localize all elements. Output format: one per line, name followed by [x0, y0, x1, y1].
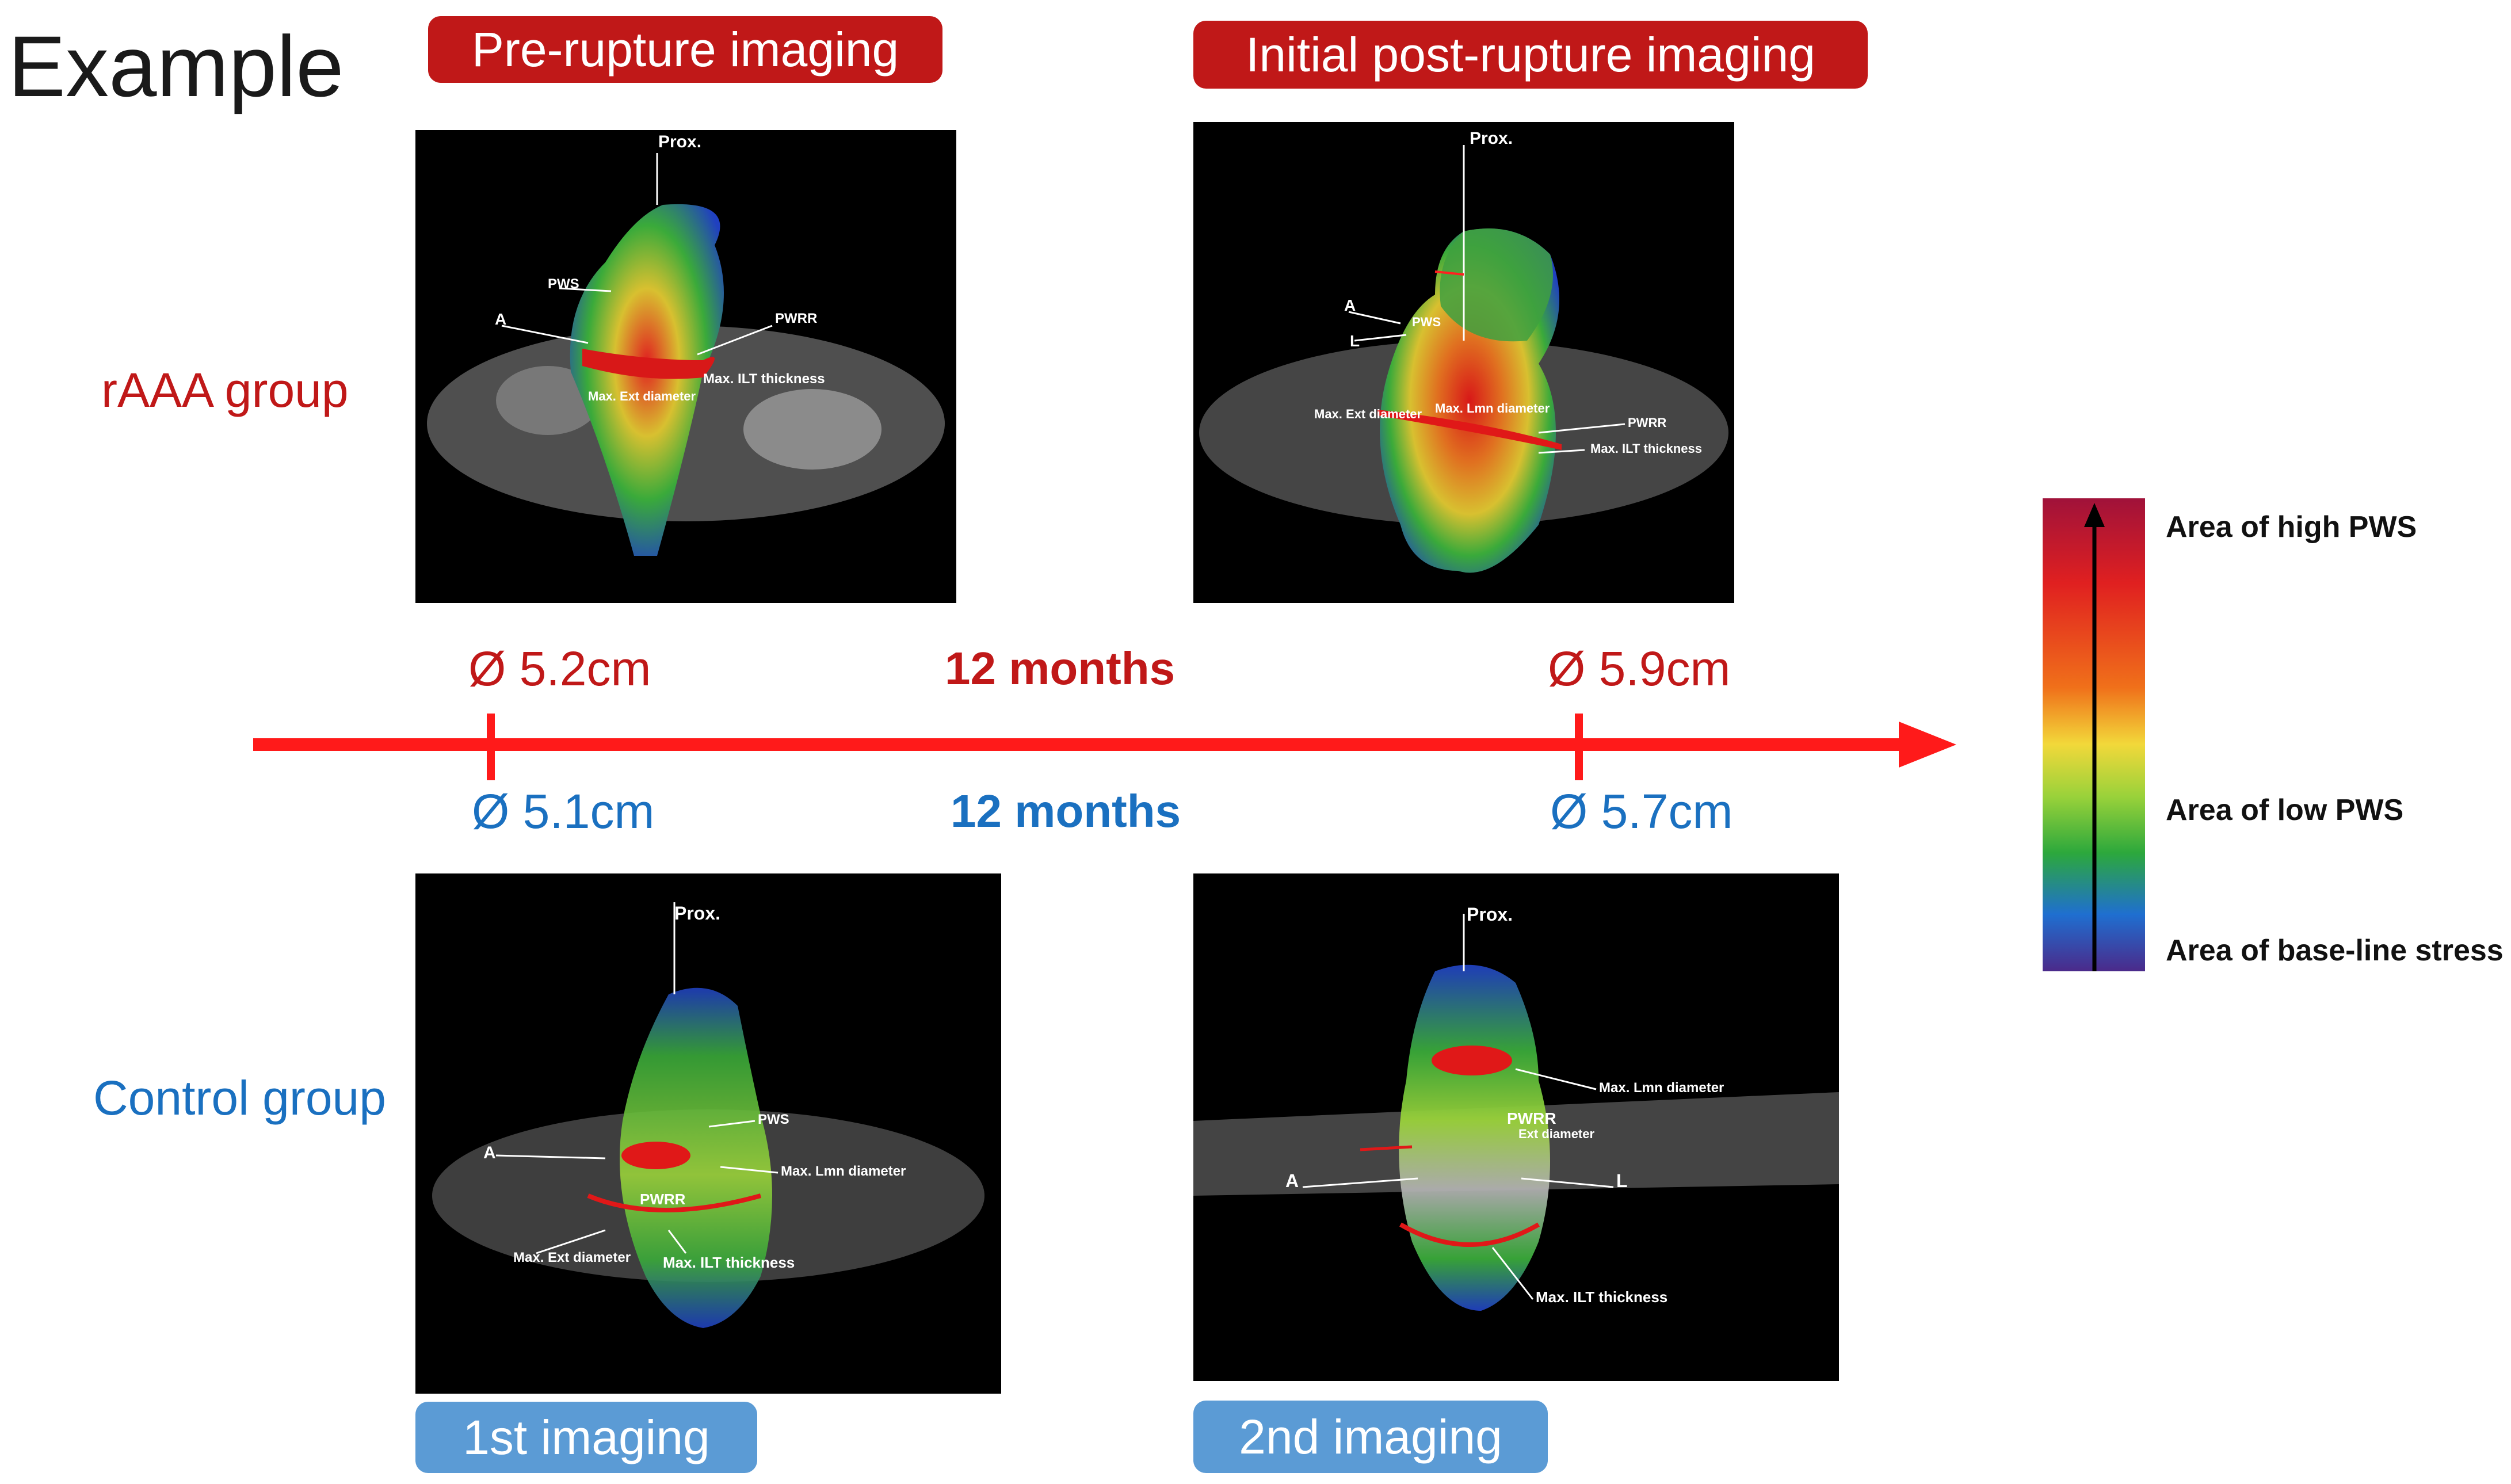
timeline-arrow — [253, 714, 1956, 780]
prox-label: Prox. — [658, 132, 701, 151]
pws-label: PWS — [548, 276, 579, 292]
control-second-diameter: Ø 5.7cm — [1550, 784, 1733, 838]
ilt-label: Max. ILT thickness — [1590, 441, 1702, 456]
post-rupture-badge: Initial post-rupture imaging — [1193, 21, 1868, 89]
raaa-interval: 12 months — [945, 643, 1176, 694]
a-label: A — [495, 310, 506, 328]
control-second-scan: Prox. Max. Lmn diameter PWRR Ext diamete… — [1193, 904, 1839, 1311]
ext-label: Max. Ext diameter — [588, 389, 696, 403]
pws-label: PWS — [1412, 315, 1441, 329]
pre-rupture-scan: Prox. PWS A PWRR Max. ILT thickness Max.… — [427, 132, 945, 556]
control-group-label: Control group — [93, 1071, 386, 1125]
second-imaging-badge: 2nd imaging — [1193, 1401, 1548, 1473]
prox-label: Prox. — [1470, 129, 1513, 148]
pwrr-label: PWRR — [775, 311, 817, 326]
ilt-label: Max. ILT thickness — [1536, 1288, 1667, 1306]
pws-label: PWS — [758, 1112, 789, 1127]
ext-label: Max. Ext diameter — [1314, 407, 1422, 421]
control-first-scan: Prox. PWS A Max. Lmn diameter PWRR Max. … — [432, 902, 984, 1328]
l-label: L — [1616, 1170, 1628, 1191]
a-label: A — [1285, 1170, 1299, 1191]
post-rupture-scan-panel: Prox. A L PWS Max. Ext diameter Max. Lmn… — [1193, 122, 1734, 603]
ext-label: Ext diameter — [1518, 1127, 1594, 1141]
ilt-label: Max. ILT thickness — [703, 371, 825, 387]
pre-rupture-scan-panel: Prox. PWS A PWRR Max. ILT thickness Max.… — [415, 130, 956, 603]
pwrr-label: PWRR — [1507, 1109, 1556, 1127]
raaa-second-diameter: Ø 5.9cm — [1548, 642, 1731, 696]
prox-label: Prox. — [674, 903, 720, 924]
lmn-label: Max. Lmn diameter — [781, 1163, 906, 1179]
a-label: A — [1344, 296, 1356, 314]
ext-label: Max. Ext diameter — [513, 1250, 631, 1265]
scale-label-baseline: Area of base-line stress — [2166, 934, 2504, 967]
control-interval: 12 months — [951, 785, 1181, 837]
prox-label: Prox. — [1467, 904, 1513, 925]
page-title: Example — [8, 18, 344, 115]
pre-rupture-badge: Pre-rupture imaging — [428, 16, 942, 83]
control-first-scan-panel: Prox. PWS A Max. Lmn diameter PWRR Max. … — [415, 873, 1001, 1394]
ilt-label: Max. ILT thickness — [663, 1254, 795, 1271]
post-rupture-scan: Prox. A L PWS Max. Ext diameter Max. Lmn… — [1199, 129, 1728, 573]
lmn-label: Max. Lmn diameter — [1599, 1080, 1724, 1096]
raaa-first-diameter: Ø 5.2cm — [468, 642, 651, 696]
scale-arrow — [2084, 503, 2105, 971]
lmn-label: Max. Lmn diameter — [1435, 401, 1550, 415]
pwrr-label: PWRR — [1628, 415, 1666, 430]
control-first-diameter: Ø 5.1cm — [472, 784, 655, 838]
scale-label-low: Area of low PWS — [2166, 793, 2404, 827]
scale-label-high: Area of high PWS — [2166, 510, 2417, 544]
raaa-group-label: rAAA group — [101, 363, 349, 417]
l-label: L — [1350, 332, 1360, 350]
first-imaging-badge: 1st imaging — [415, 1402, 757, 1473]
pwrr-label: PWRR — [640, 1191, 686, 1208]
a-label: A — [483, 1143, 496, 1162]
control-second-scan-panel: Prox. Max. Lmn diameter PWRR Ext diamete… — [1193, 873, 1839, 1381]
